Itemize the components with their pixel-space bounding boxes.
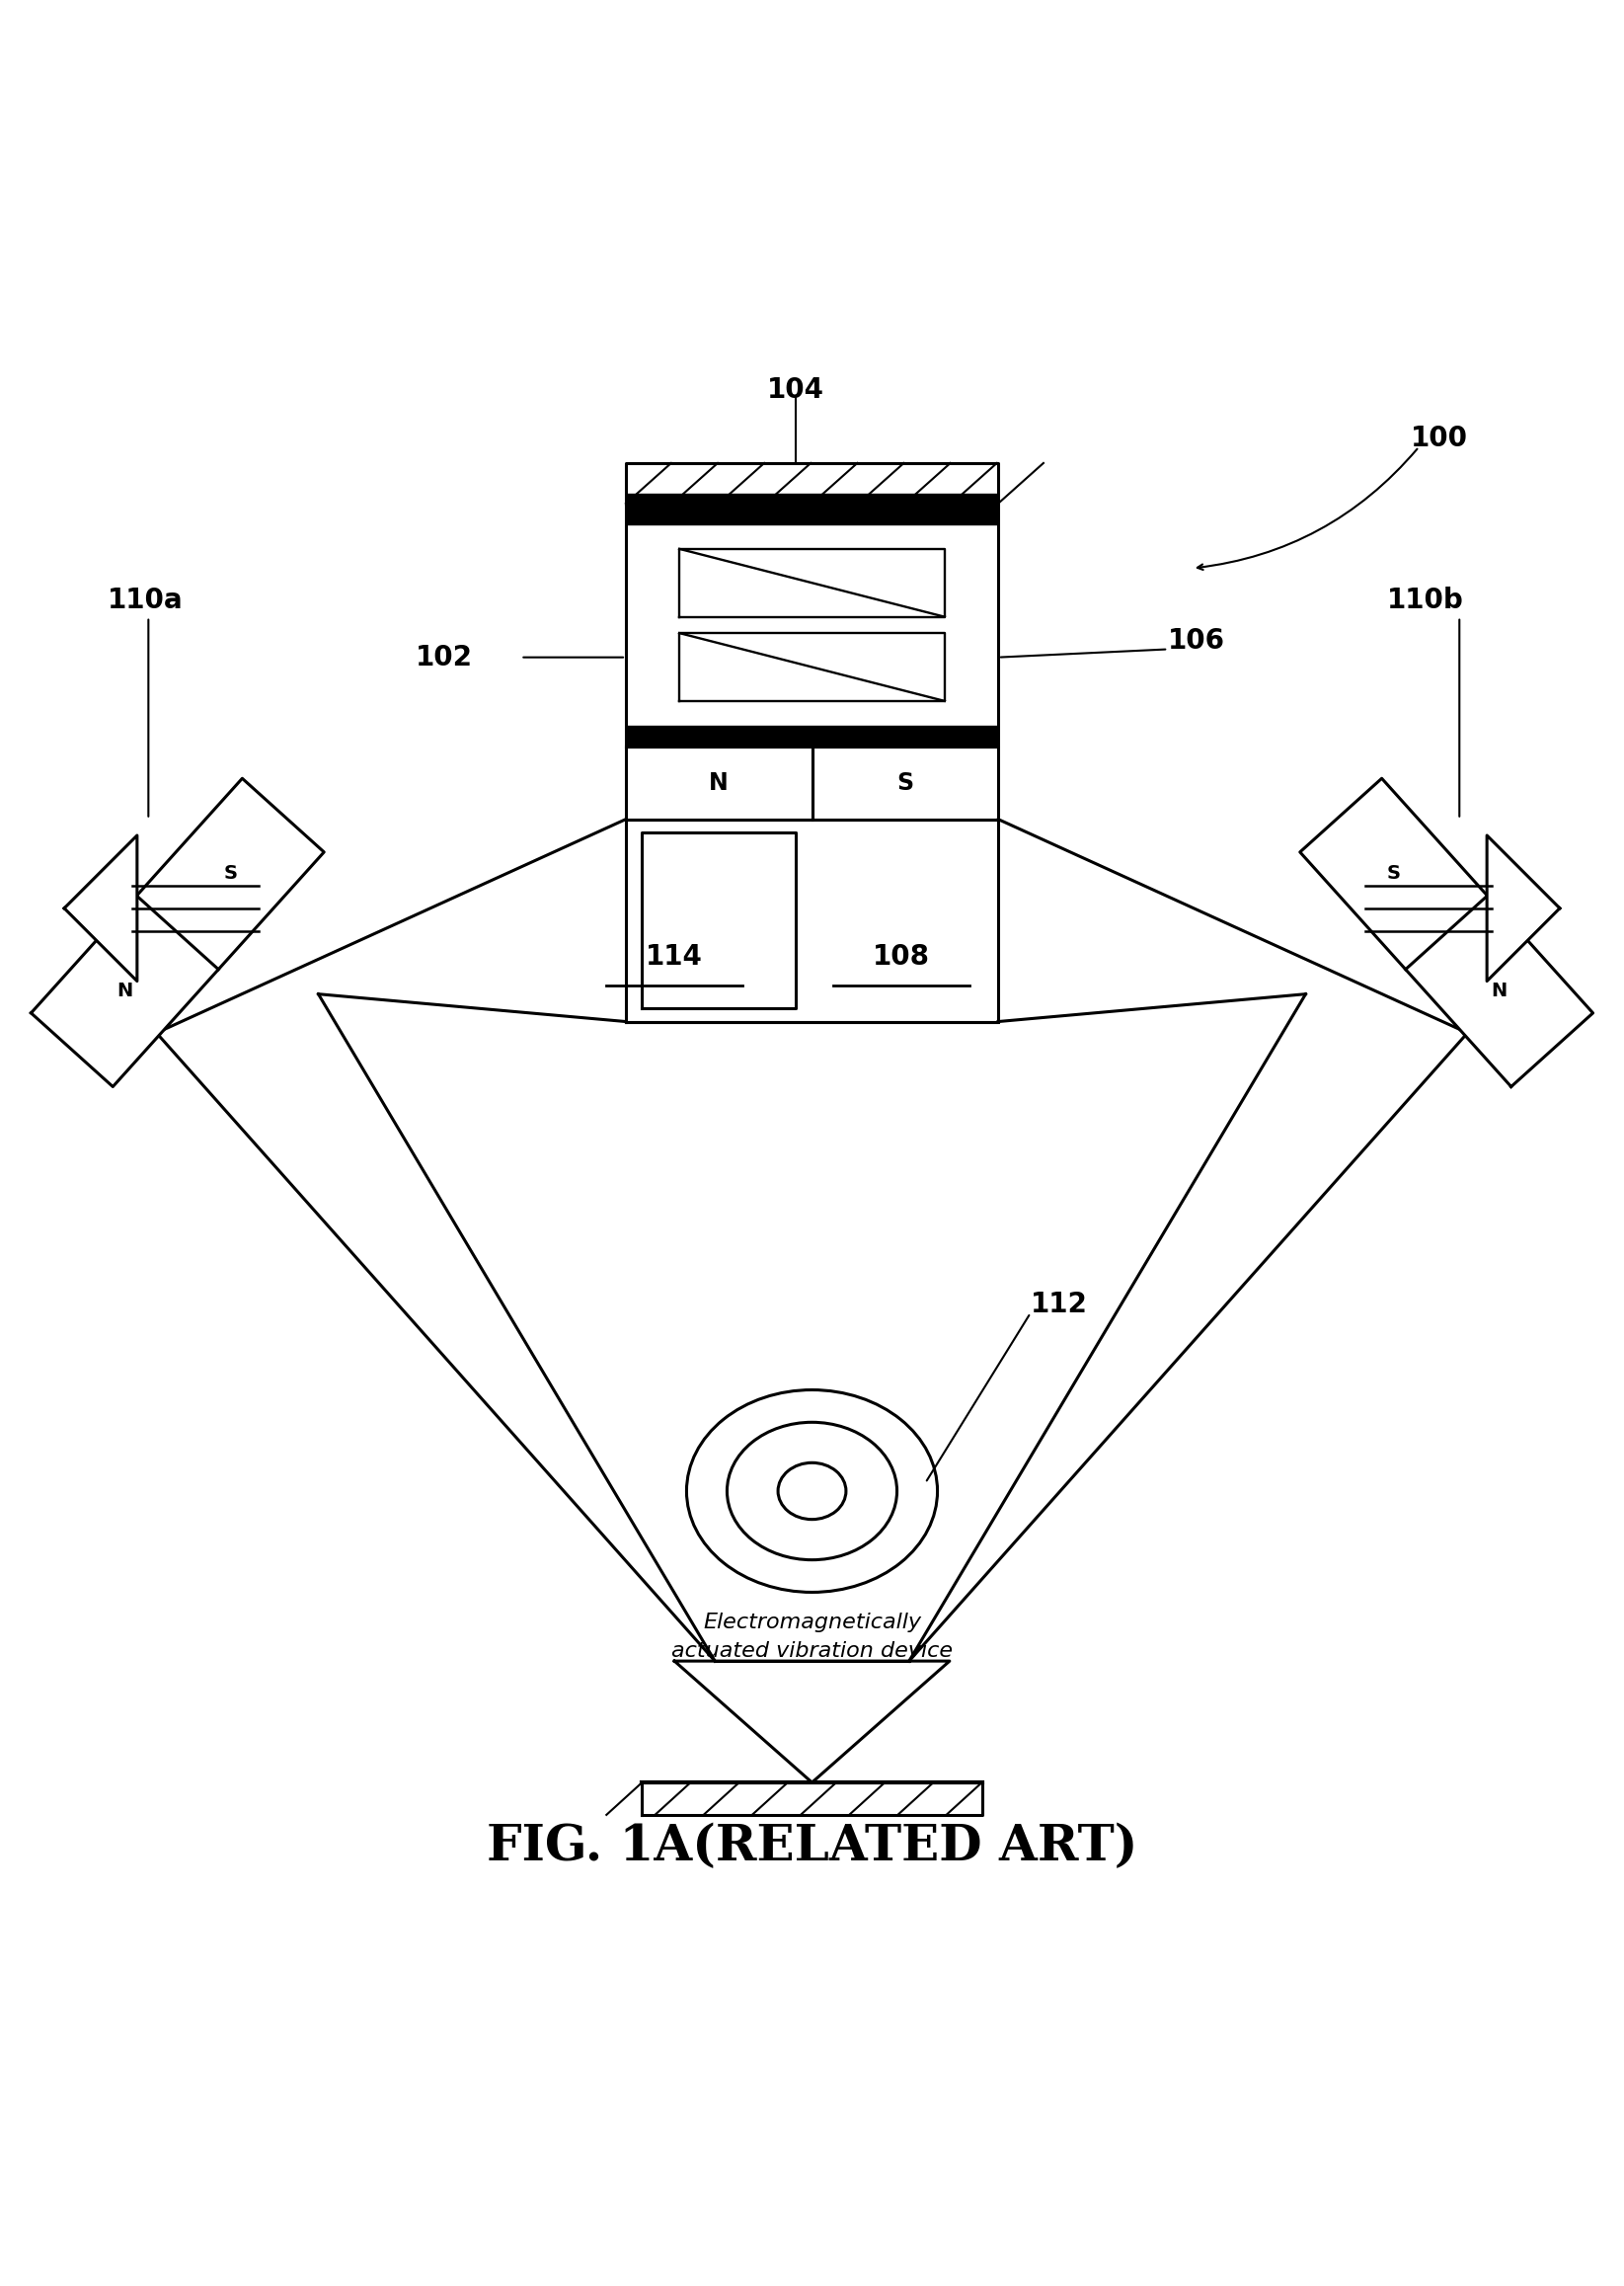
Text: 100: 100 [1411,425,1468,453]
Polygon shape [625,494,999,503]
Text: S: S [896,770,914,796]
Text: 108: 108 [872,944,929,972]
Text: FIG. 1A(RELATED ART): FIG. 1A(RELATED ART) [487,1822,1137,1872]
Polygon shape [65,834,136,981]
Polygon shape [31,780,325,1086]
Text: 110a: 110a [107,588,184,615]
Text: S: S [224,864,237,882]
Polygon shape [641,1783,983,1815]
Text: 110b: 110b [1387,588,1463,615]
Text: 104: 104 [767,377,825,405]
Polygon shape [625,725,999,745]
Text: 112: 112 [1031,1292,1088,1319]
Polygon shape [1299,780,1593,1086]
Text: 114: 114 [646,944,703,972]
Text: N: N [710,770,729,796]
Text: N: N [1491,981,1507,1001]
Text: 102: 102 [416,642,473,672]
Text: Electromagnetically
actuated vibration device: Electromagnetically actuated vibration d… [671,1612,953,1662]
Text: 106: 106 [1168,626,1226,656]
Polygon shape [625,503,999,523]
Text: N: N [117,981,133,1001]
Text: S: S [1387,864,1400,882]
Polygon shape [1488,834,1559,981]
